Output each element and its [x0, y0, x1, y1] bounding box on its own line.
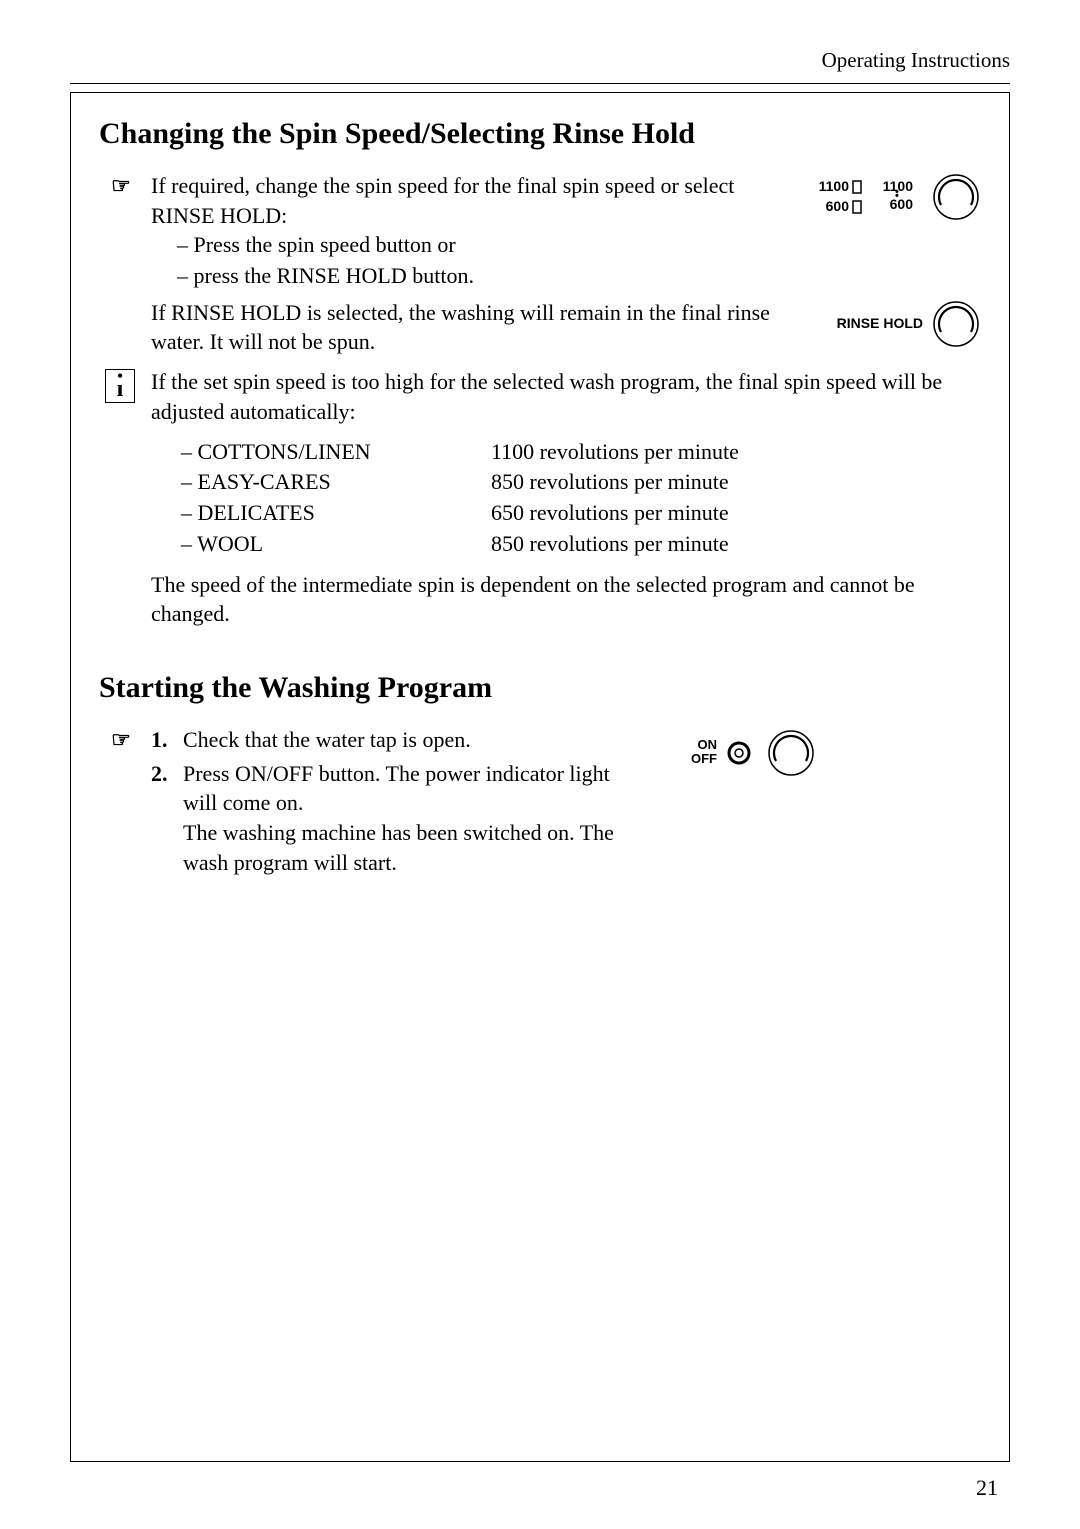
section1-heading: Changing the Spin Speed/Selecting Rinse …: [99, 117, 991, 151]
rinse-button-outer: [934, 302, 978, 346]
pointing-hand-icon: ☞: [111, 173, 129, 199]
onoff-button-inner: [774, 736, 808, 761]
info-icon: ı: [105, 369, 135, 403]
section1-info-row: ı If the set spin speed is too high for …: [89, 367, 991, 426]
rpm-row-2: – DELICATES 650 revolutions per minute: [181, 498, 991, 529]
section1-rinse-row: If RINSE HOLD is selected, the washing w…: [89, 298, 991, 357]
on-off-diagram: ON OFF: [641, 727, 831, 783]
spin-speed-diagram: 1100 600 1100 • • 600: [801, 173, 991, 233]
rinse-diagram-col: RINSE HOLD: [791, 298, 991, 352]
section2-item-2-n: 2.: [151, 759, 183, 878]
rpm-label-0: – COTTONS/LINEN: [181, 437, 491, 468]
section1-rinse-text: If RINSE HOLD is selected, the washing w…: [151, 298, 791, 357]
indicator-rect-2: [853, 201, 861, 213]
section1-info-body: If the set spin speed is too high for th…: [151, 367, 991, 426]
rpm-row-1: – EASY-CARES 850 revolutions per minute: [181, 467, 991, 498]
gutter-info: ı: [89, 367, 151, 403]
section1-bullets: – Press the spin speed button or – press…: [177, 230, 791, 290]
onoff-bottom: OFF: [691, 751, 717, 766]
power-led-icon: [729, 743, 749, 763]
rpm-value-1: 850 revolutions per minute: [491, 467, 729, 498]
section2-list: 1. Check that the water tap is open. 2. …: [151, 725, 631, 877]
rpm-value-3: 850 revolutions per minute: [491, 529, 729, 560]
onoff-diagram-col: ON OFF: [631, 725, 831, 783]
gutter-hand-2: ☞: [89, 725, 151, 753]
section2-item-1-n: 1.: [151, 725, 183, 755]
rinse-label: RINSE HOLD: [837, 315, 923, 331]
pointing-hand-icon-2: ☞: [111, 727, 129, 753]
section2-item-2: 2. Press ON/OFF button. The power indica…: [151, 759, 631, 878]
section1-info-text: If the set spin speed is too high for th…: [151, 367, 991, 426]
page-number: 21: [976, 1475, 998, 1501]
rinse-button-inner: [939, 307, 973, 332]
section1-bullet-1: – Press the spin speed button or: [177, 230, 791, 260]
rpm-label-1: – EASY-CARES: [181, 467, 491, 498]
rpm-value-0: 1100 revolutions per minute: [491, 437, 739, 468]
header-label: Operating Instructions: [70, 48, 1010, 73]
speed-diagram-col: 1100 600 1100 • • 600: [791, 171, 991, 233]
speed-button-outer: [934, 175, 978, 219]
section1-intro-text: If required, change the spin speed for t…: [151, 171, 791, 230]
rpm-label-3: – WOOL: [181, 529, 491, 560]
gutter-empty-1: [89, 298, 151, 300]
section2-row: ☞ 1. Check that the water tap is open. 2…: [89, 725, 991, 881]
rinse-hold-diagram: RINSE HOLD: [801, 300, 991, 352]
power-led-inner: [735, 749, 743, 757]
speed-right-bottom: 600: [890, 196, 914, 212]
section1-bullet-2: – press the RINSE HOLD button.: [177, 261, 791, 291]
speed-left-top: 1100: [819, 178, 850, 194]
section2-item-2-t: Press ON/OFF button. The power indicator…: [183, 759, 631, 878]
content-frame: Changing the Spin Speed/Selecting Rinse …: [70, 92, 1010, 1462]
section2-body: 1. Check that the water tap is open. 2. …: [151, 725, 631, 881]
speed-button-inner: [939, 180, 973, 205]
page: Operating Instructions Changing the Spin…: [0, 0, 1080, 1529]
gutter-hand-1: ☞: [89, 171, 151, 199]
header-rule: [70, 83, 1010, 84]
rpm-row-0: – COTTONS/LINEN 1100 revolutions per min…: [181, 437, 991, 468]
section1-intro-body: If required, change the spin speed for t…: [151, 171, 791, 292]
speed-left-bottom: 600: [826, 198, 850, 214]
rpm-label-2: – DELICATES: [181, 498, 491, 529]
onoff-top: ON: [698, 737, 718, 752]
rpm-row-3: – WOOL 850 revolutions per minute: [181, 529, 991, 560]
section1-rinse-body: If RINSE HOLD is selected, the washing w…: [151, 298, 791, 357]
section2-item-1: 1. Check that the water tap is open.: [151, 725, 631, 755]
onoff-button-outer: [769, 731, 813, 775]
section2-item-1-t: Check that the water tap is open.: [183, 725, 631, 755]
rpm-table: – COTTONS/LINEN 1100 revolutions per min…: [181, 437, 991, 560]
section2-heading: Starting the Washing Program: [99, 671, 991, 705]
rpm-value-2: 650 revolutions per minute: [491, 498, 729, 529]
section1-closing: The speed of the intermediate spin is de…: [151, 570, 991, 629]
section1-intro-row: ☞ If required, change the spin speed for…: [89, 171, 991, 292]
indicator-rect-1: [853, 181, 861, 193]
